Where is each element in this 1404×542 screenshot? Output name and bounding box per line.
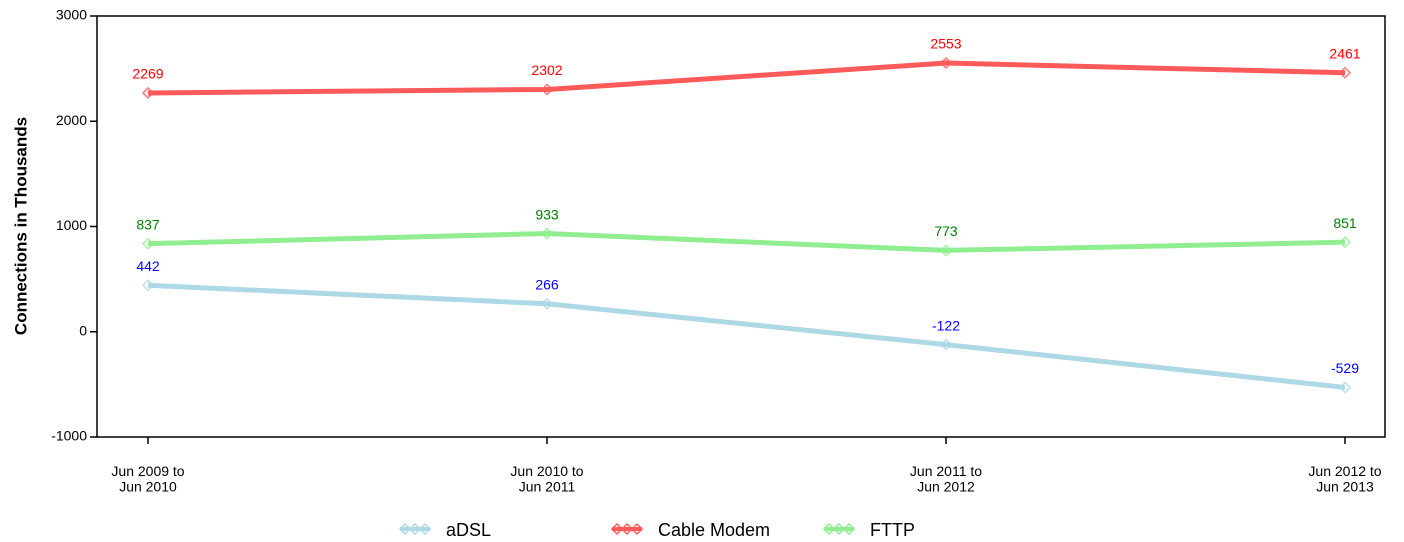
x-tick-label: Jun 2012 to Jun 2013: [1308, 463, 1381, 494]
data-label: -529: [1331, 360, 1359, 376]
legend-marker: [822, 522, 836, 536]
legend-label: Cable Modem: [658, 520, 770, 540]
series-line: [147, 282, 1346, 390]
point-marker: [1338, 236, 1352, 249]
point-marker: [939, 244, 953, 257]
point-marker: [939, 56, 953, 70]
legend-label: FTTP: [870, 520, 915, 540]
data-label: 266: [535, 276, 559, 292]
legend-marker: [842, 522, 856, 536]
point-marker: [939, 338, 953, 351]
series-line: [147, 60, 1346, 96]
y-tick-label: 1000: [56, 217, 87, 233]
data-label: 442: [136, 258, 160, 274]
legend-marker: [620, 522, 634, 536]
x-tick-label: Jun 2009 to Jun 2010: [111, 463, 184, 494]
legend-marker: [832, 522, 846, 536]
y-tick-label: -1000: [51, 428, 87, 444]
data-label: 773: [934, 223, 958, 239]
series-line: [147, 231, 1346, 253]
legend-marker: [408, 522, 422, 536]
point-marker: [540, 83, 554, 96]
data-label: 2302: [531, 62, 562, 78]
x-tick-label: Jun 2010 to Jun 2011: [510, 463, 583, 494]
point-marker: [141, 86, 155, 99]
data-label: 2461: [1329, 45, 1360, 61]
y-tick-label: 3000: [56, 7, 87, 23]
y-axis-label: Connections in Thousands: [11, 117, 30, 335]
legend-marker: [610, 522, 624, 536]
legend-marker: [398, 522, 412, 536]
data-label: 837: [136, 216, 160, 232]
data-label: 933: [535, 206, 559, 222]
point-marker: [1338, 66, 1352, 79]
point-marker: [141, 237, 155, 250]
legend-label: aDSL: [446, 520, 491, 540]
x-tick-label: Jun 2011 to Jun 2012: [910, 463, 982, 494]
point-marker: [540, 297, 554, 310]
point-marker: [141, 279, 155, 292]
legend-marker: [630, 522, 644, 536]
y-tick-label: 2000: [56, 112, 87, 128]
data-label: 2553: [930, 36, 961, 52]
data-label: 851: [1333, 215, 1357, 231]
point-marker: [540, 227, 554, 240]
point-marker: [1338, 381, 1352, 394]
data-label: -122: [932, 317, 960, 333]
plot-frame: [96, 15, 1386, 438]
y-tick-label: 0: [79, 322, 87, 338]
data-label: 2269: [132, 66, 163, 82]
legend-marker: [418, 522, 432, 536]
